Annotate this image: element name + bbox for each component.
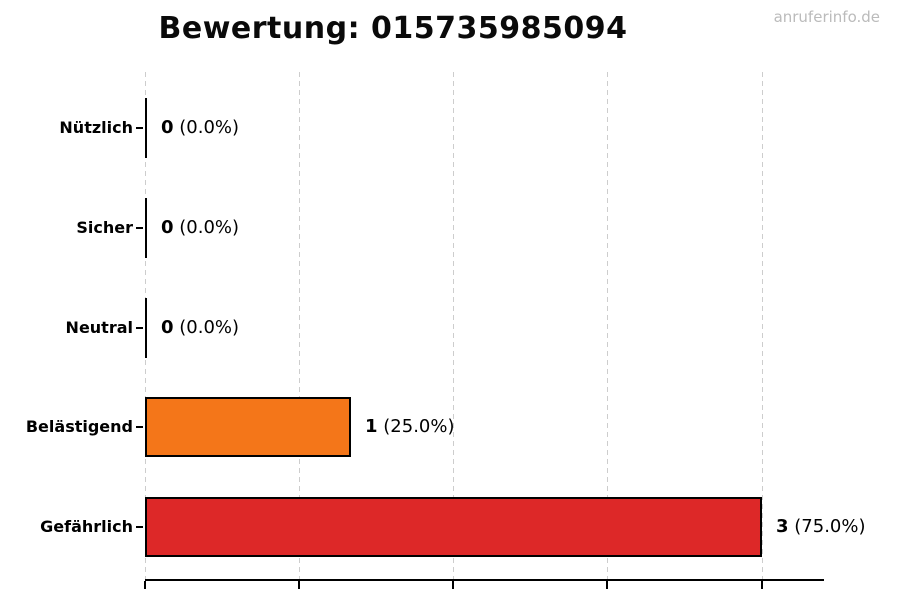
value-count: 0 bbox=[161, 316, 174, 338]
value-count: 0 bbox=[161, 217, 174, 238]
y-tick bbox=[136, 326, 143, 329]
watermark: anruferinfo.de bbox=[773, 8, 880, 26]
plot-area bbox=[145, 72, 824, 579]
category-label-gefaehrlich: Gefährlich bbox=[40, 517, 133, 536]
bar-neutral bbox=[145, 297, 147, 358]
y-tick bbox=[136, 426, 143, 428]
value-percentage: (25.0%) bbox=[383, 416, 455, 437]
x-gridline bbox=[453, 72, 455, 579]
value-count: 3 bbox=[776, 516, 789, 537]
y-tick bbox=[136, 127, 143, 129]
bar-sicher bbox=[145, 198, 147, 258]
value-label-belaestigend: 1 (25.0%) bbox=[365, 416, 455, 438]
x-gridline bbox=[761, 72, 763, 579]
category-label-belaestigend: Belästigend bbox=[25, 417, 133, 436]
x-tick bbox=[298, 581, 301, 589]
value-percentage: (75.0%) bbox=[794, 516, 866, 537]
value-percentage: (0.0%) bbox=[179, 217, 240, 238]
bar-nuetzlich bbox=[145, 98, 147, 158]
value-label-nuetzlich: 0 (0.0%) bbox=[161, 117, 239, 139]
value-label-neutral: 0 (0.0%) bbox=[161, 317, 239, 339]
value-label-sicher: 0 (0.0%) bbox=[161, 217, 239, 239]
x-tick bbox=[452, 581, 455, 589]
x-axis-line bbox=[145, 579, 824, 581]
value-label-gefaehrlich: 3 (75.0%) bbox=[776, 516, 866, 538]
value-count: 0 bbox=[161, 117, 174, 138]
bar-belaestigend bbox=[145, 397, 351, 457]
x-tick bbox=[760, 581, 763, 589]
category-label-neutral: Neutral bbox=[65, 317, 133, 337]
x-tick bbox=[144, 581, 146, 589]
x-tick bbox=[606, 581, 609, 589]
x-gridline bbox=[607, 72, 609, 579]
bar-gefaehrlich bbox=[145, 497, 762, 557]
category-label-sicher: Sicher bbox=[76, 218, 133, 237]
category-label-nuetzlich: Nützlich bbox=[59, 118, 133, 137]
chart-title: Bewertung: 015735985094 bbox=[158, 11, 628, 46]
value-percentage: (0.0%) bbox=[179, 117, 240, 138]
value-count: 1 bbox=[365, 416, 378, 437]
value-percentage: (0.0%) bbox=[179, 316, 240, 338]
x-gridline bbox=[299, 72, 301, 579]
y-tick bbox=[136, 227, 143, 229]
y-tick bbox=[136, 526, 143, 528]
